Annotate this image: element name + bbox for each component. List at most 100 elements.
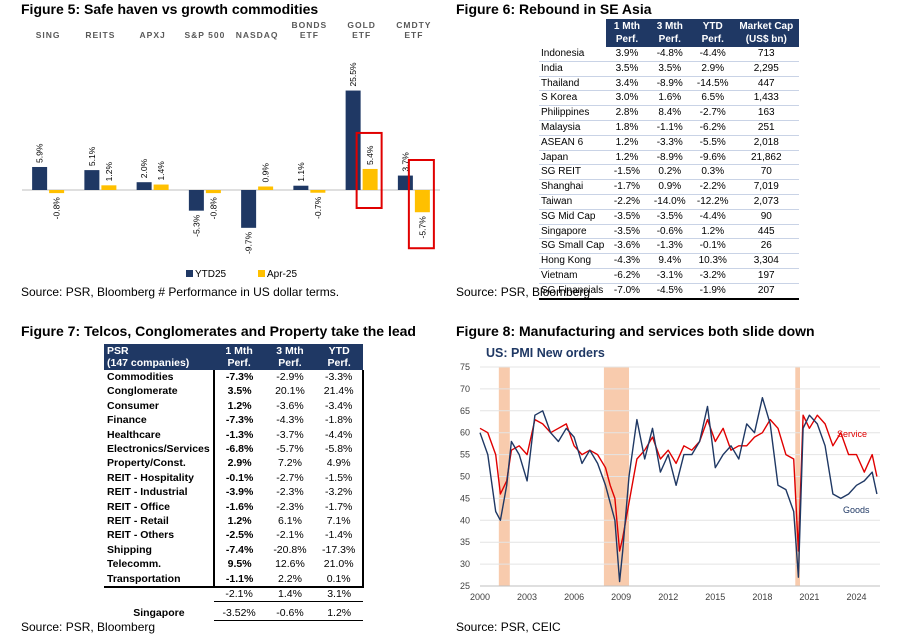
table-cell: -7.3% (212, 413, 265, 428)
table-cell: -6.2% (606, 268, 648, 284)
table-cell: -1.3% (647, 238, 692, 255)
figure8-title: Figure 8: Manufacturing and services bot… (456, 323, 815, 339)
table-cell: -3.5% (606, 224, 648, 240)
x-tick-label: 2021 (799, 592, 819, 602)
table-cell: 2,073 (733, 194, 799, 210)
category-label: CMDTY (396, 20, 431, 30)
table-cell: 21.4% (315, 384, 364, 399)
row-label: Commodities (107, 371, 174, 383)
table-cell: -4.5% (647, 283, 692, 300)
table-cell: -3.52% (213, 605, 265, 621)
table-cell: -8.9% (647, 76, 692, 92)
row-label: Japan (539, 150, 607, 166)
bar-apr-25 (258, 186, 274, 190)
table-cell: -4.4% (691, 47, 734, 62)
table-cell: 1.4% (264, 587, 316, 603)
table-row: India 3.5% 3.5% 2.9% 2,295 (539, 61, 799, 77)
table-cell: 1.2% (606, 135, 648, 151)
bar-ytd25 (188, 190, 204, 211)
figure8-line-chart: US: PMI New orders 25 30 35 40 45 50 55 60 65 70 75… (460, 346, 880, 602)
table-cell: 3.9% (606, 47, 648, 62)
row-label: REIT - Office (107, 500, 171, 513)
table-cell: 1.2% (212, 398, 265, 414)
bar-value-label: 3.7% (400, 152, 410, 172)
table-cell: 1.2% (315, 605, 363, 621)
table-cell: -2.5% (212, 528, 265, 543)
category-label: SING (36, 30, 61, 40)
table-cell: 12.6% (275, 558, 305, 571)
figure7-title: Figure 7: Telcos, Conglomerates and Prop… (21, 323, 416, 339)
table-cell: -2.2% (606, 194, 648, 210)
table-cell: -1.3% (212, 427, 265, 443)
row-label: REIT - Retail (107, 515, 169, 528)
row-label: Hong Kong (539, 253, 607, 269)
table-cell: 1.8% (606, 120, 648, 136)
table-cell: 2.2% (264, 571, 316, 589)
table-cell: 3,304 (733, 253, 799, 269)
row-label: Vietnam (539, 268, 607, 284)
table-cell: 4.9% (315, 456, 364, 471)
table-cell: -3.5% (647, 209, 692, 225)
x-tick-label: 2012 (658, 592, 678, 602)
table-cell: 3.5% (606, 61, 648, 77)
table-cell: 20.1% (275, 385, 305, 398)
highlight-box (355, 131, 383, 209)
row-label: Transportation (104, 571, 214, 589)
y-tick-label: 25 (460, 581, 470, 591)
table-cell: -14.5% (691, 76, 734, 92)
table-cell: 447 (733, 76, 799, 92)
table-cell: -1.7% (606, 179, 648, 195)
row-label: Finance (107, 414, 147, 427)
table-cell: 8.4% (647, 105, 692, 121)
table-cell: -1.4% (315, 528, 364, 543)
y-tick-label: 45 (460, 493, 470, 503)
row-label: REIT - Others (107, 529, 175, 542)
table-cell: -4.4% (691, 209, 734, 225)
bar-apr-25 (205, 190, 221, 194)
row-label: Shipping (107, 543, 152, 556)
table-cell: 251 (733, 120, 799, 136)
row-label: Philippines (539, 105, 607, 121)
category-label: GOLD (347, 20, 376, 30)
table-cell: -2.3% (276, 486, 304, 499)
y-tick-label: 75 (460, 362, 470, 372)
table-cell: 3.1% (315, 587, 363, 603)
bar-value-label: 1.4% (156, 161, 166, 181)
table-row: Consumer 1.2% -3.6% -3.4% (104, 398, 364, 414)
table-cell: 9.4% (647, 253, 692, 269)
row-label: ASEAN 6 (539, 135, 607, 151)
table-cell: -6.2% (691, 120, 734, 136)
category-label: S&P 500 (184, 30, 225, 40)
bar-value-label: -0.7% (313, 196, 323, 219)
table-row: SG REIT -1.5% 0.2% 0.3% 70 (539, 164, 799, 181)
table-cell: -3.2% (315, 485, 364, 500)
table-cell: 2,018 (733, 135, 799, 151)
table-cell: -3.2% (691, 268, 734, 284)
y-tick-label: 65 (460, 406, 470, 416)
figure5-bar-chart: SING REITS APXJ S&P 500 NASDAQBONDSETFGOLDET… (22, 20, 440, 280)
table-cell: 197 (733, 268, 799, 284)
y-tick-label: 60 (460, 428, 470, 438)
table-cell: -1.5% (606, 164, 648, 181)
bar-value-label: 2.0% (139, 158, 149, 178)
table-cell: 21.0% (315, 557, 364, 572)
row-label: REIT - Hospitality (107, 471, 194, 484)
table-cell: -2.1% (276, 529, 304, 542)
row-label: Malaysia (539, 120, 607, 136)
y-tick-label: 40 (460, 515, 470, 525)
table-cell: -3.4% (315, 398, 364, 414)
table-header-cell: 3 Mth Perf. (647, 19, 692, 47)
row-label: SG REIT (539, 164, 607, 181)
table-cell: 0.3% (691, 164, 734, 181)
table-row: Shipping -7.4% -20.8% -17.3% (104, 542, 364, 558)
table-cell: -7.4% (212, 542, 265, 558)
chart-title: US: PMI New orders (486, 346, 605, 360)
table-row: Hong Kong -4.3% 9.4% 10.3% 3,304 (539, 253, 799, 269)
table-cell: 713 (733, 47, 799, 62)
table-cell: -14.0% (647, 194, 692, 210)
x-tick-label: 2009 (611, 592, 631, 602)
table-cell: 90 (733, 209, 799, 225)
table-cell: -3.3% (647, 135, 692, 151)
table-cell: -3.6% (276, 399, 304, 412)
table-cell: -2.3% (276, 500, 304, 513)
